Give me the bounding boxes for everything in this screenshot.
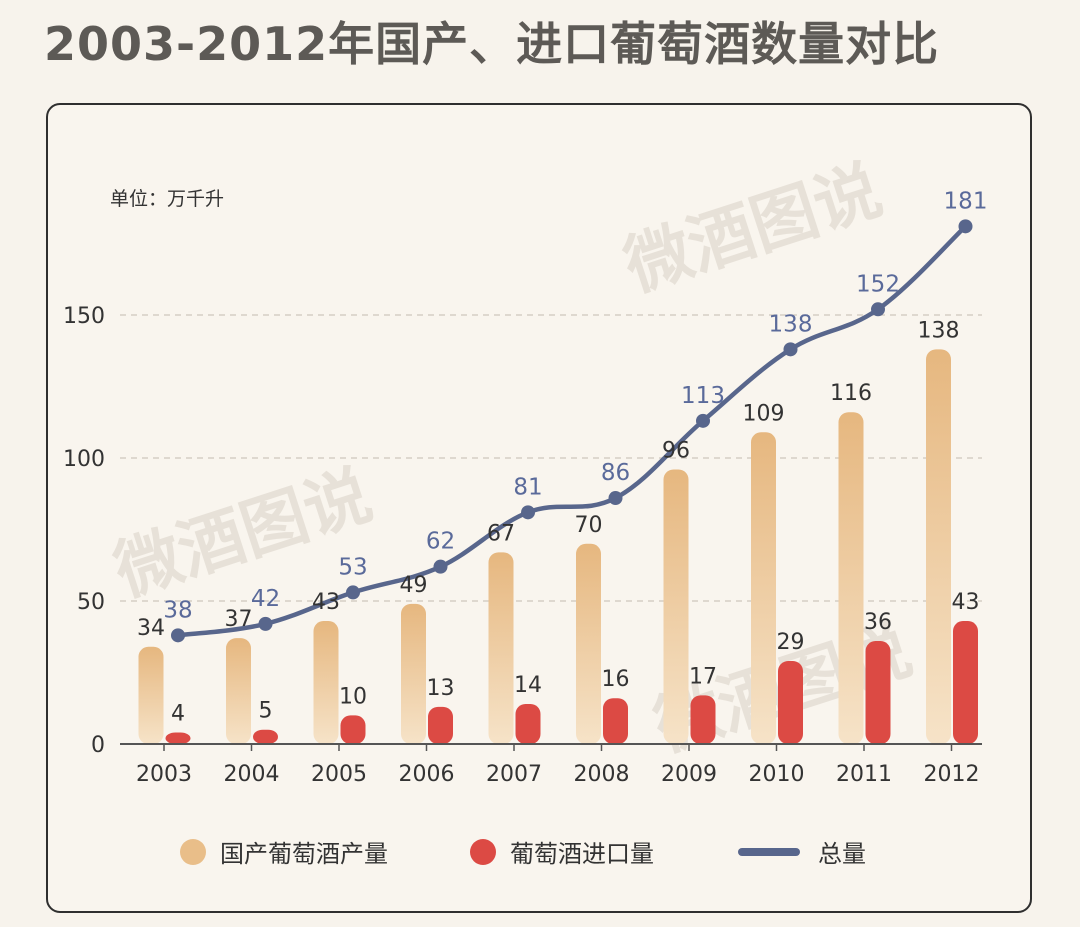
x-tick-2004: 2004	[224, 762, 280, 787]
bar-import-2006	[428, 706, 453, 744]
label-total-2003: 38	[163, 597, 192, 623]
bar-import-2003	[165, 732, 191, 744]
bar-import-2011	[865, 641, 891, 744]
point-total-2011	[871, 302, 885, 317]
x-tick-2003: 2003	[136, 762, 192, 787]
label-total-2012: 181	[944, 188, 988, 214]
x-tick-2012: 2012	[924, 762, 980, 787]
point-total-2006	[433, 559, 448, 574]
label-domestic-2008: 70	[575, 513, 603, 538]
bar-domestic-2003	[138, 646, 164, 744]
unit-label: 单位：万千升	[110, 188, 225, 210]
x-tick-2009: 2009	[661, 762, 717, 787]
bar-import-2009	[690, 695, 716, 744]
label-import-2011: 36	[864, 610, 892, 635]
point-total-2008	[608, 491, 623, 506]
label-import-2010: 29	[777, 630, 805, 655]
bar-domestic-2011	[838, 412, 864, 744]
label-import-2006: 13	[427, 676, 455, 701]
bar-domestic-2006	[401, 603, 426, 744]
point-total-2003	[171, 628, 185, 643]
label-domestic-2010: 109	[743, 401, 785, 426]
bar-domestic-2005	[313, 621, 339, 744]
label-import-2003: 4	[171, 702, 185, 727]
y-tick-0: 0	[91, 733, 105, 758]
label-domestic-2004: 37	[225, 607, 253, 632]
x-tick-2007: 2007	[486, 762, 542, 787]
label-import-2008: 16	[602, 667, 630, 692]
bar-domestic-2007	[488, 552, 514, 744]
y-tick-100: 100	[63, 447, 105, 472]
x-tick-2011: 2011	[836, 762, 892, 787]
y-tick-50: 50	[77, 590, 105, 615]
point-total-2005	[346, 585, 360, 600]
label-domestic-2007: 67	[487, 521, 515, 546]
label-total-2011: 152	[856, 271, 900, 297]
label-total-2010: 138	[769, 311, 813, 337]
legend-import-label: 葡萄酒进口量	[510, 840, 654, 868]
x-tick-2006: 2006	[399, 762, 455, 787]
label-total-2008: 86	[601, 460, 630, 486]
point-total-2009	[696, 413, 710, 428]
label-total-2006: 62	[426, 529, 455, 555]
bar-import-2004	[253, 729, 278, 744]
point-total-2012	[958, 219, 973, 234]
label-domestic-2006: 49	[400, 573, 428, 598]
bar-domestic-2008	[576, 543, 601, 744]
label-domestic-2009: 96	[662, 438, 690, 463]
bar-import-2007	[515, 703, 541, 744]
point-total-2004	[258, 616, 273, 631]
bar-import-2010	[778, 661, 803, 744]
label-domestic-2003: 34	[137, 616, 165, 641]
watermark-2: 微酒图说	[105, 456, 381, 611]
legend-import-swatch	[470, 838, 496, 865]
label-total-2004: 42	[251, 586, 280, 612]
bar-domestic-2012	[926, 349, 951, 744]
legend-total-swatch	[738, 847, 800, 856]
label-domestic-2005: 43	[312, 590, 340, 615]
legend-total: 总量	[738, 834, 866, 869]
bar-domestic-2010	[751, 432, 776, 744]
label-import-2012: 43	[952, 590, 980, 615]
legend-domestic-label: 国产葡萄酒产量	[220, 840, 388, 868]
bar-import-2012	[953, 621, 978, 744]
x-tick-2010: 2010	[749, 762, 805, 787]
label-import-2005: 10	[339, 684, 367, 709]
bar-import-2005	[340, 715, 366, 744]
label-total-2009: 113	[681, 383, 725, 409]
bar-import-2008	[603, 698, 628, 744]
label-total-2005: 53	[338, 554, 367, 580]
label-domestic-2012: 138	[918, 318, 960, 343]
total-line	[175, 224, 968, 638]
legend-domestic: 国产葡萄酒产量	[180, 834, 388, 869]
label-import-2004: 5	[259, 699, 273, 724]
point-total-2007	[521, 505, 535, 520]
watermark-1: 微酒图说	[615, 151, 891, 306]
label-domestic-2011: 116	[830, 381, 872, 406]
label-import-2009: 17	[689, 664, 717, 689]
legend-total-label: 总量	[818, 840, 866, 868]
point-total-2010	[783, 342, 798, 357]
x-tick-2005: 2005	[311, 762, 367, 787]
label-total-2007: 81	[513, 474, 542, 500]
chart-title: 2003-2012年国产、进口葡萄酒数量对比	[44, 17, 940, 71]
legend-import: 葡萄酒进口量	[470, 834, 654, 869]
bar-domestic-2004	[226, 638, 251, 744]
y-tick-150: 150	[63, 304, 105, 329]
x-tick-2008: 2008	[574, 762, 630, 787]
bar-domestic-2009	[663, 469, 689, 744]
label-import-2007: 14	[514, 673, 542, 698]
legend-domestic-swatch	[180, 838, 206, 865]
